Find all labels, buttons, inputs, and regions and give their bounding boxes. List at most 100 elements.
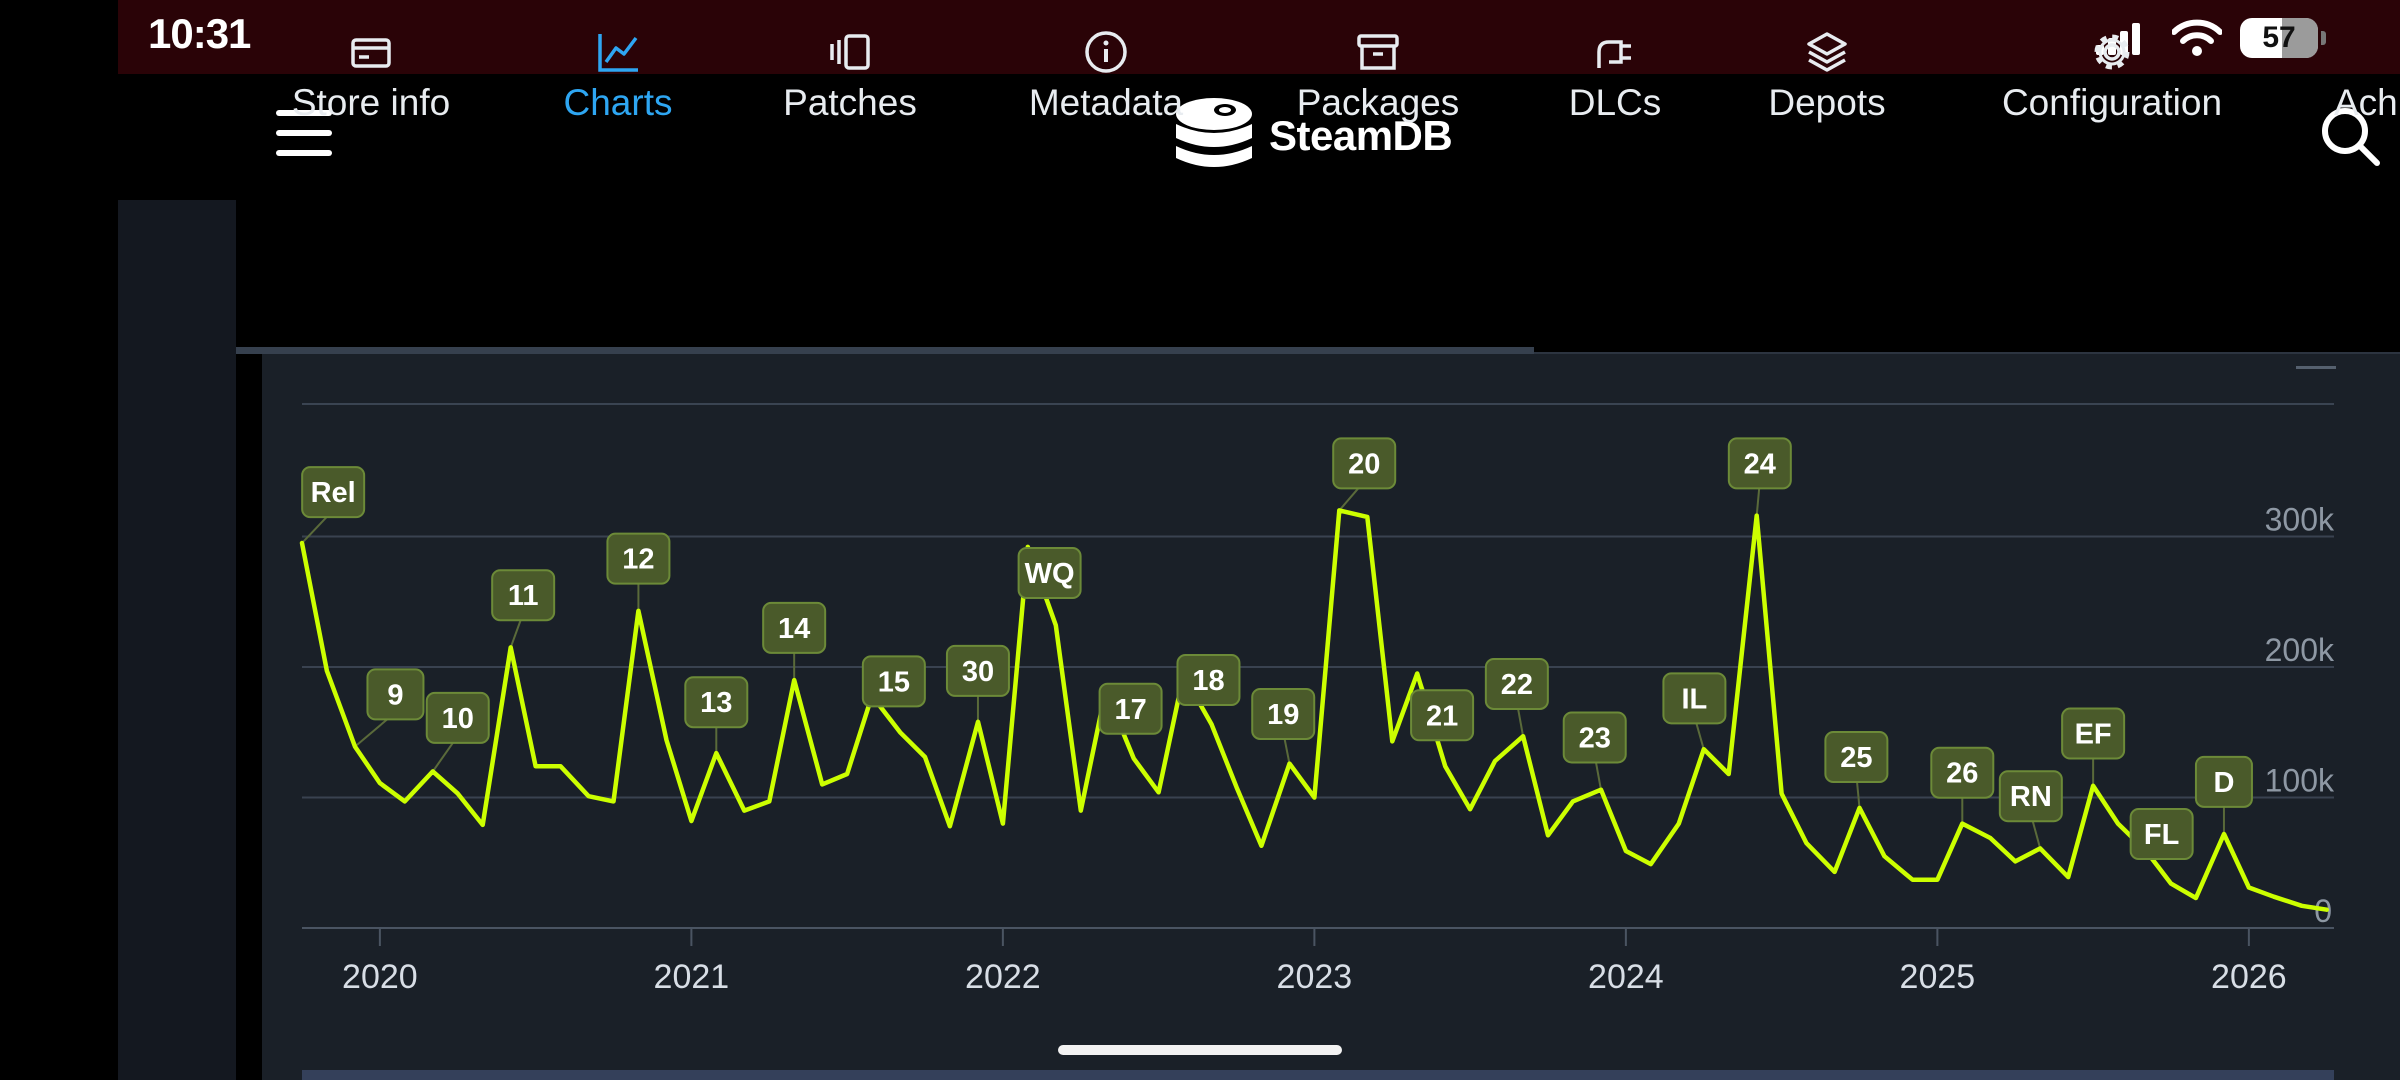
annotation-label: IL [1682, 683, 1708, 715]
annotation-flag-box [1410, 689, 1475, 742]
annotation-label: 19 [1267, 699, 1299, 731]
chart-menu-icon[interactable] [2296, 366, 2336, 369]
tab-label: Metadata [1028, 82, 1184, 123]
annotation-flags: Rel 9 10 11 12 13 14 15 30 WQ 17 18 19 20 21 22 23 IL 24 25… [301, 437, 2253, 861]
home-indicator[interactable] [1058, 1045, 1342, 1055]
battery-level: 57 [2262, 21, 2296, 54]
annotation-flag-box [425, 691, 490, 744]
annotation-label: 10 [442, 703, 474, 735]
annotation-flag[interactable]: RN [1998, 770, 2063, 823]
menu-icon[interactable] [276, 108, 332, 158]
status-bar: 10:31 57 [118, 0, 2400, 74]
annotation-flag-box [1251, 687, 1316, 740]
tab-packages[interactable]: Packages [1292, 28, 1464, 124]
x-tick-label: 2025 [1900, 958, 1976, 996]
player-count-line [299, 508, 2330, 912]
annotation-flag[interactable]: 12 [606, 532, 671, 585]
tab-depots[interactable]: Depots [1762, 28, 1892, 124]
x-tick-label: 2023 [1277, 958, 1353, 996]
annotation-flag-box [366, 668, 425, 721]
annotation-label: EF [2075, 719, 2112, 751]
annotation-flag[interactable]: 24 [1727, 437, 1792, 490]
tab-dlcs[interactable]: DLCs [1564, 28, 1666, 124]
annotation-label: 26 [1946, 758, 1978, 790]
steamdb-logo[interactable]: SteamDB [1173, 96, 1453, 176]
annotation-label: 15 [878, 666, 910, 698]
annotation-flag-box [1098, 682, 1163, 735]
archive-icon [1357, 34, 1399, 70]
annotation-flag-box [1176, 654, 1241, 707]
annotation-flag[interactable]: 21 [1410, 689, 1475, 742]
annotation-label: 17 [1114, 694, 1146, 726]
search-icon[interactable] [2318, 104, 2382, 168]
annotation-flag-box [1930, 746, 1995, 799]
annotation-label: 18 [1192, 665, 1224, 697]
tab-store-info[interactable]: Store info [270, 28, 472, 124]
annotation-label: WQ [1025, 558, 1075, 590]
annotation-flag[interactable]: 9 [366, 668, 425, 721]
annotation-flag[interactable]: 26 [1930, 746, 1995, 799]
tab-configuration[interactable]: Configuration [1990, 28, 2234, 124]
annotation-flag-box [2194, 755, 2253, 808]
annotation-flag[interactable]: EF [2061, 707, 2126, 760]
tab-achievements[interactable]: Ach [2334, 28, 2400, 124]
annotation-flag-box [861, 655, 926, 708]
annotation-label: 14 [778, 613, 810, 645]
tab-label: Store info [291, 82, 451, 123]
tab-charts[interactable]: Charts [548, 28, 688, 124]
x-tick-label: 2022 [965, 958, 1041, 996]
annotation-label: 12 [622, 544, 654, 576]
steamdb-logo-icon [1176, 98, 1252, 167]
annotation-label: 22 [1501, 669, 1533, 701]
y-tick-label: 100k [2265, 763, 2335, 799]
annotation-flag[interactable]: 22 [1484, 657, 1549, 710]
annotation-flag[interactable]: 17 [1098, 682, 1163, 735]
annotation-flag-box [1332, 437, 1397, 490]
annotation-flag-box [1998, 770, 2063, 823]
annotation-flag[interactable]: 18 [1176, 654, 1241, 707]
tab-scroll-indicator [236, 347, 1534, 354]
left-sidebar-strip [118, 200, 236, 1080]
x-axis-ticks: 2020 2021 2022 2023 2024 2025 2026 [342, 928, 2287, 996]
tab-patches[interactable]: Patches [770, 28, 930, 124]
annotation-flag[interactable]: D [2194, 755, 2253, 808]
annotation-label: 25 [1840, 742, 1872, 774]
annotation-flag[interactable]: 10 [425, 691, 490, 744]
annotation-flag[interactable]: Rel [301, 466, 366, 519]
annotation-flag-box [2129, 808, 2194, 861]
annotation-flag[interactable]: 13 [684, 676, 749, 729]
x-tick-label: 2020 [342, 958, 418, 996]
annotation-flag[interactable]: 11 [491, 569, 556, 622]
annotation-label: 13 [700, 687, 732, 719]
annotation-flag[interactable]: 20 [1332, 437, 1397, 490]
annotation-flag[interactable]: 15 [861, 655, 926, 708]
annotation-flag-box [606, 532, 671, 585]
signal-icon [2096, 23, 2140, 55]
annotation-label: 30 [962, 656, 994, 688]
status-icons: 57 [2096, 16, 2326, 60]
annotation-flag[interactable]: 19 [1251, 687, 1316, 740]
tab-label: Packages [1296, 82, 1460, 123]
annotation-flag[interactable]: IL [1662, 672, 1727, 725]
gear-icon [2094, 34, 2130, 70]
annotation-flag-box [945, 644, 1010, 697]
x-tick-label: 2021 [654, 958, 730, 996]
annotation-flag-box [1017, 547, 1082, 600]
annotation-flag[interactable]: FL [2129, 808, 2194, 861]
tab-label: Depots [1768, 82, 1886, 123]
annotation-flag-box [2061, 707, 2126, 760]
tab-label: DLCs [1568, 82, 1662, 123]
annotation-flag-box [1662, 672, 1727, 725]
annotation-flag[interactable]: 23 [1562, 711, 1627, 764]
annotation-flag[interactable]: 25 [1824, 731, 1889, 784]
tab-bar [236, 200, 2400, 354]
annotation-label: FL [2144, 819, 2179, 851]
annotation-flag-box [762, 601, 827, 654]
annotation-flag[interactable]: 30 [945, 644, 1010, 697]
annotation-label: 9 [387, 679, 403, 711]
annotation-flag[interactable]: WQ [1017, 547, 1082, 600]
tab-metadata[interactable]: Metadata [1018, 28, 1194, 124]
annotation-flag[interactable]: 14 [762, 601, 827, 654]
